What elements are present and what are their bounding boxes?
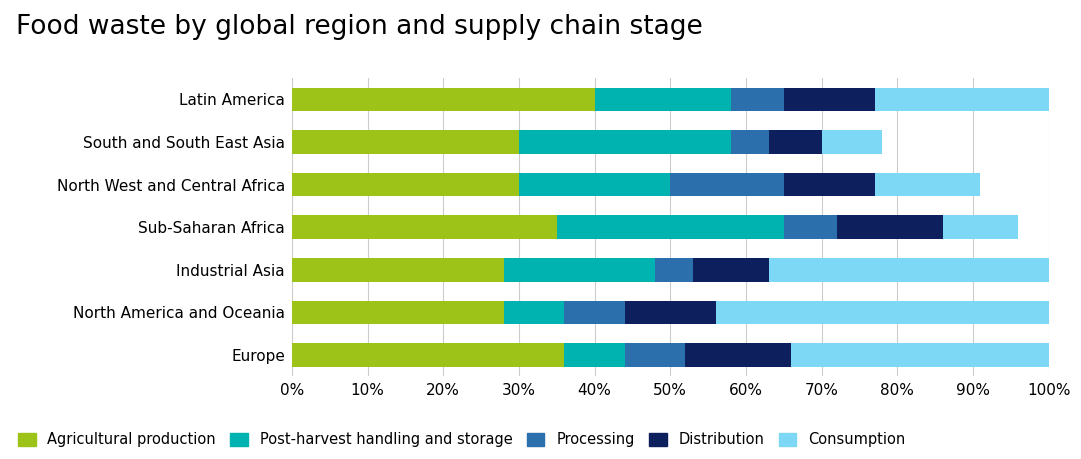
Bar xyxy=(292,258,504,281)
Bar xyxy=(791,343,1049,367)
Bar xyxy=(292,343,564,367)
Bar xyxy=(822,130,882,154)
Bar xyxy=(504,258,655,281)
Bar xyxy=(504,301,564,324)
Bar xyxy=(595,88,731,111)
Bar xyxy=(693,258,769,281)
Bar xyxy=(625,343,685,367)
Bar xyxy=(875,88,1049,111)
Bar xyxy=(625,301,716,324)
Bar xyxy=(875,173,980,196)
Bar xyxy=(557,215,784,239)
Bar xyxy=(292,301,504,324)
Legend: Agricultural production, Post-harvest handling and storage, Processing, Distribu: Agricultural production, Post-harvest ha… xyxy=(18,432,905,447)
Text: Food waste by global region and supply chain stage: Food waste by global region and supply c… xyxy=(16,14,703,40)
Bar xyxy=(292,88,595,111)
Bar xyxy=(784,88,875,111)
Bar xyxy=(564,301,625,324)
Bar xyxy=(519,173,670,196)
Bar xyxy=(519,130,731,154)
Bar xyxy=(769,130,822,154)
Bar xyxy=(769,258,1049,281)
Bar xyxy=(292,130,519,154)
Bar xyxy=(292,173,519,196)
Bar xyxy=(943,215,1018,239)
Bar xyxy=(292,215,557,239)
Bar xyxy=(655,258,693,281)
Bar xyxy=(564,343,625,367)
Bar xyxy=(685,343,791,367)
Bar xyxy=(716,301,1049,324)
Bar xyxy=(837,215,943,239)
Bar xyxy=(784,215,837,239)
Bar xyxy=(731,130,769,154)
Bar xyxy=(731,88,784,111)
Bar xyxy=(670,173,784,196)
Bar xyxy=(784,173,875,196)
